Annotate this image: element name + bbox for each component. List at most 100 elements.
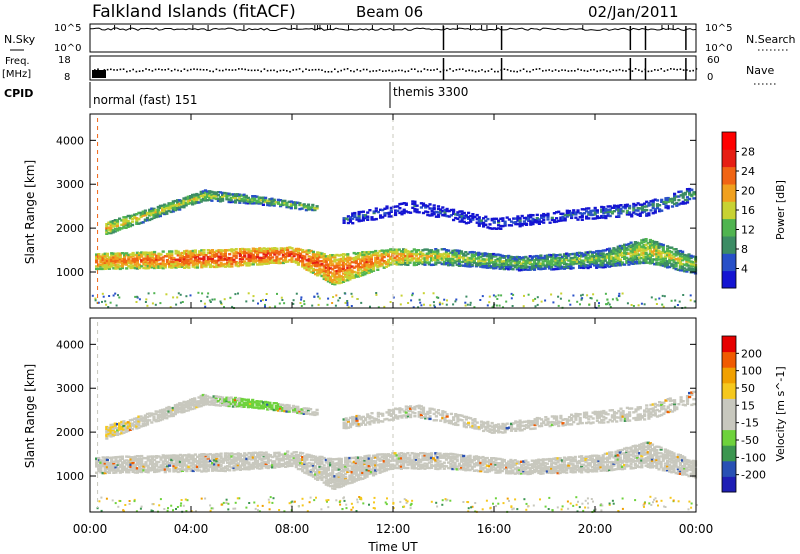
range-cell — [110, 256, 114, 259]
range-cell — [202, 257, 206, 261]
freq-point — [279, 69, 282, 72]
nave-tick-bottom: 0 — [707, 72, 713, 83]
range-cell — [687, 260, 691, 264]
range-cell — [114, 254, 118, 257]
range-cell — [170, 458, 174, 462]
range-cell — [247, 264, 251, 267]
range-cell — [528, 262, 532, 266]
range-cell — [174, 258, 178, 261]
range-cell — [279, 248, 283, 252]
range-cell — [487, 260, 491, 263]
range-cell — [260, 463, 264, 466]
range-cell — [371, 253, 376, 257]
range-cell — [685, 196, 690, 199]
range-cell — [573, 254, 577, 257]
range-cell — [423, 452, 427, 455]
range-cell — [223, 257, 227, 260]
range-cell — [339, 469, 343, 473]
range-cell — [348, 264, 352, 267]
range-cell — [116, 254, 120, 257]
range-cell — [642, 256, 646, 259]
range-cell — [335, 258, 339, 262]
range-cell — [352, 251, 356, 255]
range-cell — [485, 264, 489, 268]
range-cell — [434, 463, 438, 466]
range-cell — [408, 255, 412, 258]
range-cell — [143, 212, 147, 215]
range-cell — [445, 214, 449, 218]
range-cell — [187, 459, 191, 463]
range-cell — [178, 199, 182, 202]
range-cell — [464, 254, 468, 257]
range-cell — [678, 258, 682, 261]
range-cell — [404, 455, 408, 458]
range-cell — [172, 265, 176, 269]
range-cell — [427, 249, 431, 252]
range-cell — [537, 258, 541, 262]
range-cell — [398, 202, 402, 206]
range-cell — [427, 456, 431, 460]
range-cell — [329, 256, 333, 259]
range-cell — [400, 213, 404, 216]
range-cell — [253, 202, 257, 205]
range-cell — [317, 295, 320, 298]
range-cell — [176, 251, 180, 255]
range-cell — [259, 199, 263, 202]
range-cell — [129, 467, 133, 471]
range-cell — [657, 242, 661, 245]
range-cell — [663, 250, 667, 253]
range-cell — [446, 299, 448, 302]
range-cell — [530, 257, 534, 260]
range-cell — [417, 464, 421, 468]
range-cell — [173, 199, 177, 203]
range-cell — [307, 267, 311, 270]
range-cell — [189, 254, 193, 257]
range-cell — [107, 228, 111, 231]
range-cell — [655, 249, 659, 252]
range-cell — [352, 266, 356, 269]
range-cell — [423, 257, 427, 260]
range-cell — [367, 464, 371, 468]
range-cell — [258, 249, 262, 252]
range-cell — [329, 275, 333, 279]
freq-point — [391, 70, 394, 73]
range-cell — [572, 294, 575, 297]
range-cell — [335, 480, 339, 483]
range-cell — [95, 457, 99, 460]
range-cell — [470, 259, 474, 262]
range-cell — [378, 453, 382, 456]
range-cell — [661, 245, 665, 248]
range-cell — [432, 206, 436, 210]
range-cell — [288, 456, 292, 459]
range-cell — [397, 452, 401, 455]
range-cell — [683, 193, 687, 196]
range-cell — [586, 264, 590, 267]
range-cell — [189, 461, 193, 465]
range-cell — [651, 202, 655, 205]
range-cell — [378, 463, 382, 466]
range-cell — [412, 465, 416, 468]
range-cell — [462, 217, 466, 220]
range-cell — [245, 467, 249, 471]
range-cell — [344, 279, 348, 282]
range-cell — [638, 253, 642, 256]
range-cell — [449, 459, 453, 463]
range-cell — [381, 216, 385, 219]
freq-point — [606, 70, 608, 72]
freq-point — [647, 70, 650, 73]
range-cell — [206, 464, 210, 467]
range-cell — [515, 263, 519, 267]
range-cell — [372, 210, 376, 213]
range-cell — [600, 210, 604, 213]
range-cell — [503, 224, 507, 227]
range-cell — [174, 454, 178, 457]
range-cell — [251, 195, 255, 198]
range-cell — [625, 251, 629, 255]
range-cell — [361, 477, 365, 480]
range-cell — [601, 266, 605, 269]
range-cell — [524, 262, 528, 265]
range-cell — [582, 253, 586, 256]
range-cell — [221, 191, 225, 195]
range-cell — [419, 301, 422, 304]
range-cell — [236, 452, 240, 455]
